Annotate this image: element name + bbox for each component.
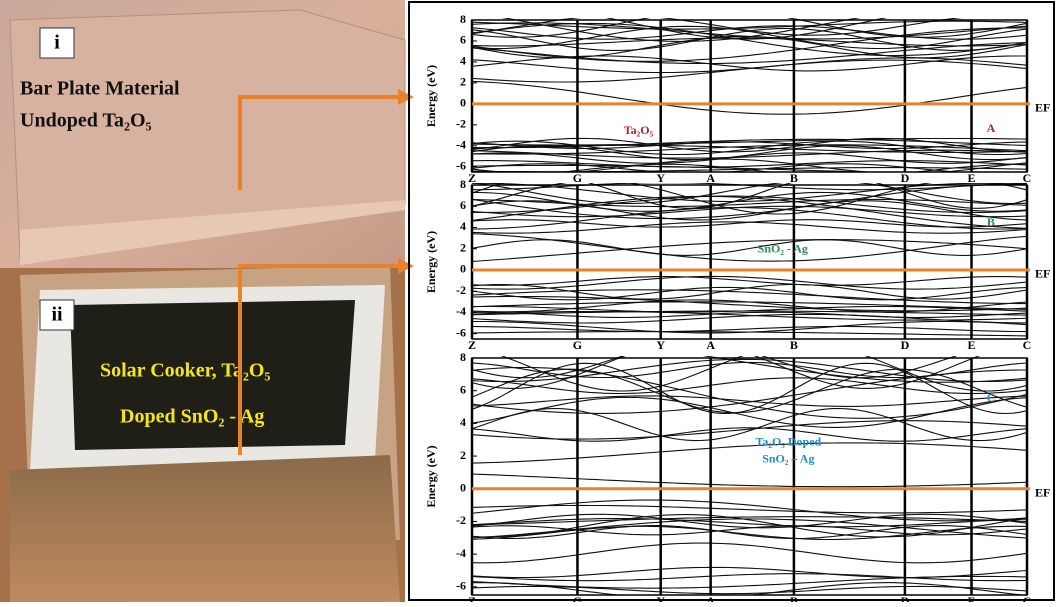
y-tick-label: -4: [456, 546, 466, 560]
photo-label: ii: [51, 304, 63, 326]
y-tick-label: -6: [456, 579, 466, 593]
band-lines: [472, 176, 1027, 336]
k-label: Y: [656, 338, 665, 352]
band-line: [472, 327, 1027, 332]
k-label: D: [901, 594, 910, 602]
y-tick-label: -4: [456, 304, 466, 318]
photo-caption: Bar Plate Material: [20, 78, 180, 100]
y-tick-label: 0: [460, 481, 466, 495]
band-line: [472, 21, 1027, 29]
y-tick-label: 4: [460, 219, 466, 233]
band-line: [472, 240, 1027, 256]
band-line: [472, 234, 1027, 262]
y-tick-label: 8: [460, 177, 466, 191]
k-label: G: [573, 338, 582, 352]
k-label: C: [1023, 171, 1032, 185]
k-label: G: [573, 594, 582, 602]
y-tick-label: -4: [456, 138, 466, 152]
k-label: E: [967, 338, 975, 352]
k-label: A: [706, 171, 715, 185]
k-label: Z: [468, 338, 476, 352]
band-lines: [472, 340, 1027, 599]
k-label: D: [901, 338, 910, 352]
band-line: [472, 443, 1027, 463]
k-label: C: [1023, 338, 1032, 352]
photo-caption: Undoped Ta₂O₅: [20, 110, 152, 132]
y-tick-label: 0: [460, 96, 466, 110]
axis-label: Energy (eV): [424, 231, 438, 293]
band-line: [472, 583, 1027, 600]
k-label: A: [706, 594, 715, 602]
y-tick-label: 0: [460, 262, 466, 276]
band-line: [472, 500, 1027, 521]
band-lines: [472, 8, 1027, 176]
k-label: Z: [468, 594, 476, 602]
k-label: B: [790, 594, 798, 602]
band-line: [472, 344, 1027, 391]
band-line: [472, 343, 1027, 378]
k-label: Y: [656, 594, 665, 602]
y-tick-label: 4: [460, 54, 466, 68]
material-label: SnO₂ - Ag: [758, 242, 808, 256]
band-line: [472, 342, 1027, 388]
material-label: Ta₂O₅ Doped: [755, 435, 821, 449]
fermi-label: EF: [1035, 267, 1050, 281]
fermi-label: EF: [1035, 486, 1050, 500]
photo-label: i: [54, 32, 60, 54]
y-tick-label: 6: [460, 198, 466, 212]
y-tick-label: 6: [460, 382, 466, 396]
band-line: [472, 240, 1027, 262]
y-tick-label: -6: [456, 159, 466, 173]
band-line: [472, 183, 1027, 190]
band-line: [472, 543, 1027, 563]
k-label: D: [901, 171, 910, 185]
arrow-head: [398, 89, 414, 105]
k-label: B: [790, 338, 798, 352]
arrow-head: [398, 258, 414, 274]
y-tick-label: -2: [456, 117, 466, 131]
k-label: C: [1023, 594, 1032, 602]
axis-label: Energy (eV): [424, 445, 438, 507]
photo-i: i Bar Plate Material Undoped Ta₂O₅: [0, 0, 405, 268]
band-line: [472, 567, 1027, 577]
photo-caption: Doped SnO₂ - Ag: [120, 406, 264, 428]
photo-caption: Solar Cooker, Ta₂O₅: [100, 360, 270, 382]
y-tick-label: 2: [460, 240, 466, 254]
k-label: E: [967, 171, 975, 185]
panel-letter: B: [987, 215, 995, 229]
band-line: [472, 60, 1027, 82]
y-tick-label: 2: [460, 448, 466, 462]
y-tick-label: 6: [460, 33, 466, 47]
k-label: Y: [656, 171, 665, 185]
panel-letter: A: [987, 121, 996, 135]
y-tick-label: 2: [460, 75, 466, 89]
k-label: B: [790, 171, 798, 185]
panel-letter: C: [987, 391, 996, 405]
figure: i Bar Plate Material Undoped Ta₂O₅ ii So…: [0, 0, 1057, 602]
band-line: [472, 199, 1027, 206]
band-line: [472, 81, 1027, 114]
panel-frame: [472, 358, 1027, 595]
band-line: [472, 322, 1027, 333]
axis-label: Energy (eV): [424, 65, 438, 127]
material-label: SnO₂ – Ag: [762, 452, 814, 466]
fermi-label: EF: [1035, 101, 1050, 115]
y-tick-label: -2: [456, 283, 466, 297]
k-label: A: [706, 338, 715, 352]
photo-ii: ii Solar Cooker, Ta₂O₅ Doped SnO₂ - Ag: [0, 265, 405, 602]
band-line: [472, 208, 1027, 230]
y-tick-label: 8: [460, 12, 466, 26]
band-line: [472, 409, 1027, 441]
k-label: Z: [468, 171, 476, 185]
y-tick-label: 8: [460, 350, 466, 364]
y-tick-label: -2: [456, 513, 466, 527]
band-line: [472, 505, 1027, 513]
y-tick-label: 4: [460, 415, 466, 429]
y-tick-label: -6: [456, 325, 466, 339]
k-label: G: [573, 171, 582, 185]
band-line: [472, 474, 1027, 487]
k-label: E: [967, 594, 975, 602]
band-line: [472, 396, 1027, 407]
material-label: Ta₂O₅: [624, 123, 654, 137]
